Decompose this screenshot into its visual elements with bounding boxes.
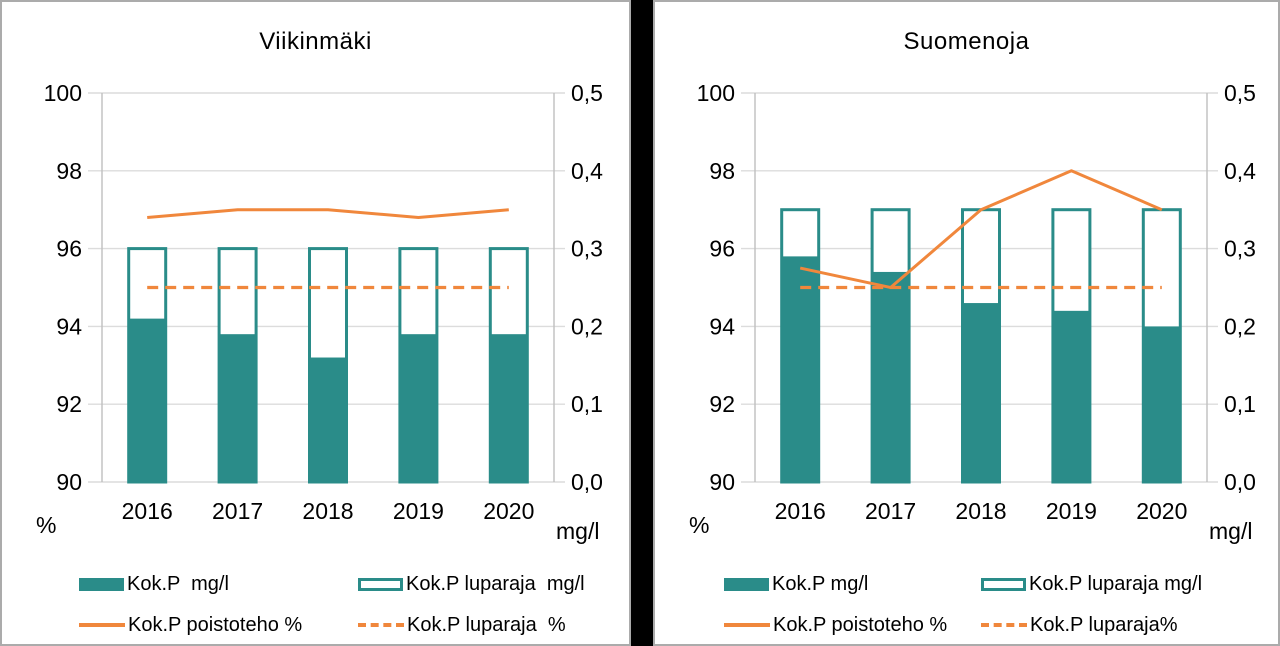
y-tick-label-left: 94 [56, 313, 82, 339]
legend-swatch-solid-line [724, 623, 770, 627]
legend-item-poistoteho: Kok.P poistoteho % [79, 613, 302, 637]
legend-swatch-solid-line [79, 623, 125, 627]
chart-canvas-viikinmaki: 100 0,5 98 0,4 96 0,3 94 0,2 92 0,1 90 0,0 2016 2017 2… [44, 80, 604, 524]
left-axis-unit-label: % [36, 512, 57, 538]
y-tick-label-left: 92 [709, 391, 735, 417]
legend-label: Kok.P luparaja% [1030, 613, 1178, 636]
panel-viikinmaki: Viikinmäki 100 0,5 98 0,4 96 0,3 94 0,2 92 0,1 90 0… [0, 0, 631, 646]
value-bar [1143, 326, 1181, 482]
y-tick-label-right: 0,2 [571, 313, 603, 339]
value-bar [490, 334, 528, 482]
efficiency-line [799, 169, 1163, 289]
y-tick-label-right: 0,1 [1224, 391, 1256, 417]
y-tick-label-left: 100 [44, 80, 82, 106]
legend-swatch-outline-bar [358, 577, 403, 591]
value-bar [872, 271, 910, 482]
value-bar [1052, 310, 1090, 482]
x-tick-label: 2020 [1136, 498, 1187, 524]
legend-label: Kok.P poistoteho % [773, 613, 948, 636]
value-bar [399, 334, 437, 482]
y-tick-label-right: 0,2 [1224, 313, 1256, 339]
x-tick-label: 2016 [122, 498, 173, 524]
y-tick-label-left: 90 [56, 469, 82, 495]
panel-suomenoja: Suomenoja 100 0,5 98 0,4 96 0,3 94 0,2 92 0,1 90 0,… [653, 0, 1280, 646]
chart-title-viikinmaki: Viikinmäki [259, 28, 372, 55]
legend-item-luparaja-pct: Kok.P luparaja% [981, 613, 1178, 637]
y-tick-label-right: 0,3 [571, 236, 603, 262]
value-bar [219, 334, 257, 482]
y-tick-label-right: 0,5 [1224, 80, 1256, 106]
y-tick-label-left: 96 [56, 236, 82, 262]
legend-item-luparaja-pct: Kok.P luparaja % [358, 613, 566, 637]
x-tick-label: 2017 [212, 498, 263, 524]
legend-item-kokp-mgl: Kok.P mg/l [724, 572, 868, 596]
y-tick-label-right: 0,4 [571, 158, 603, 184]
y-tick-label-right: 0,0 [1224, 469, 1256, 495]
legend-item-poistoteho: Kok.P poistoteho % [724, 613, 947, 637]
chart-canvas-suomenoja: 100 0,5 98 0,4 96 0,3 94 0,2 92 0,1 90 0,0 2016 2017 2… [697, 80, 1257, 524]
y-tick-label-right: 0,5 [571, 80, 603, 106]
y-tick-label-left: 94 [709, 313, 735, 339]
legend-item-luparaja-mgl: Kok.P luparaja mg/l [981, 572, 1202, 596]
legend-swatch-dashed-line [358, 623, 404, 627]
legend-swatch-outline-bar [981, 577, 1026, 591]
value-bar [128, 318, 166, 482]
value-bar [962, 303, 1000, 482]
chart-title-suomenoja: Suomenoja [903, 28, 1030, 55]
y-tick-label-left: 98 [709, 158, 735, 184]
legend-label: Kok.P mg/l [127, 572, 229, 595]
y-tick-label-right: 0,4 [1224, 158, 1256, 184]
left-axis-unit-label: % [689, 512, 710, 538]
x-tick-label: 2018 [955, 498, 1006, 524]
x-tick-label: 2017 [865, 498, 916, 524]
y-tick-label-left: 96 [709, 236, 735, 262]
legend-label: Kok.P luparaja mg/l [406, 572, 585, 595]
right-axis-unit-label: mg/l [1209, 518, 1253, 544]
x-tick-label: 2019 [1046, 498, 1097, 524]
x-tick-label: 2019 [393, 498, 444, 524]
x-tick-label: 2020 [483, 498, 534, 524]
value-bar [781, 256, 819, 482]
legend-label: Kok.P mg/l [772, 572, 869, 595]
y-tick-label-left: 100 [697, 80, 735, 106]
y-tick-label-right: 0,0 [571, 469, 603, 495]
x-tick-label: 2018 [302, 498, 353, 524]
y-tick-label-left: 90 [709, 469, 735, 495]
legend-swatch-filled-bar [79, 577, 124, 591]
legend-item-kokp-mgl: Kok.P mg/l [79, 572, 229, 596]
legend-item-luparaja-mgl: Kok.P luparaja mg/l [358, 572, 585, 596]
legend-label: Kok.P luparaja % [407, 613, 566, 636]
x-tick-label: 2016 [775, 498, 826, 524]
right-axis-unit-label: mg/l [556, 518, 600, 544]
value-bar [309, 357, 347, 482]
y-tick-label-left: 92 [56, 391, 82, 417]
legend-swatch-filled-bar [724, 577, 769, 591]
y-tick-label-right: 0,3 [1224, 236, 1256, 262]
y-tick-label-left: 98 [56, 158, 82, 184]
efficiency-line [147, 208, 509, 219]
y-tick-label-right: 0,1 [571, 391, 603, 417]
legend-swatch-dashed-line [981, 623, 1027, 627]
legend-label: Kok.P poistoteho % [128, 613, 303, 636]
legend-label: Kok.P luparaja mg/l [1029, 572, 1203, 595]
